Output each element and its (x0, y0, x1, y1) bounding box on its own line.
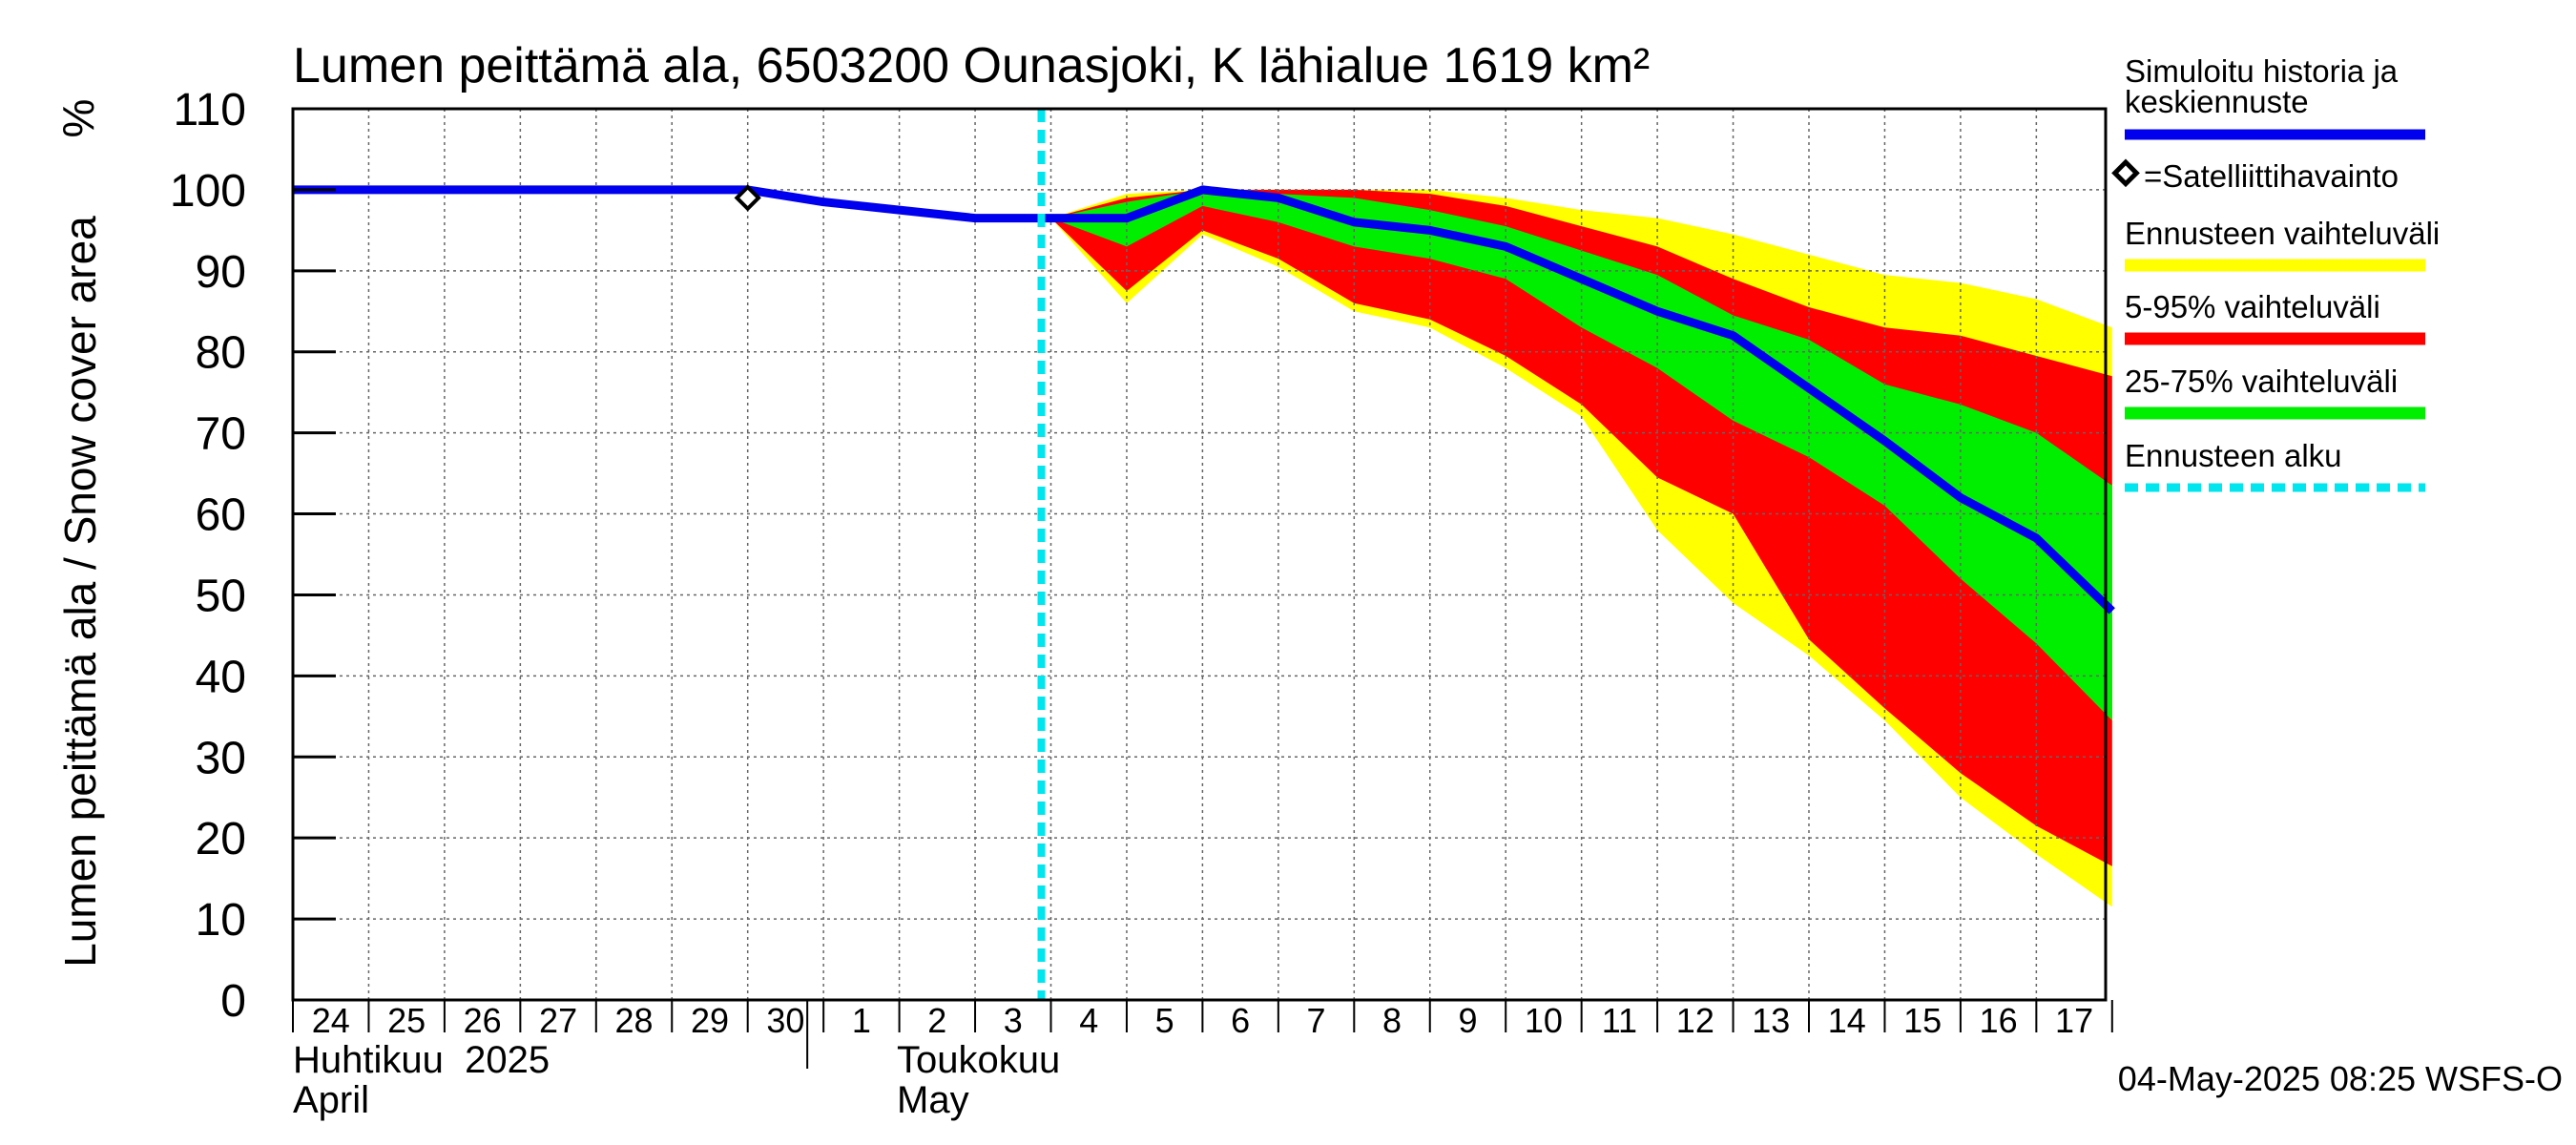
legend-label-forecast-start: Ennusteen alku (2125, 438, 2342, 473)
x-tick-label-25: 25 (387, 1001, 426, 1040)
y-tick-label-60: 60 (196, 490, 246, 541)
axes (291, 107, 2113, 1069)
x-tick-label-10: 10 (1525, 1001, 1563, 1040)
legend-label-p5-95: 5-95% vaihteluväli (2125, 289, 2380, 324)
y-tick-label-40: 40 (196, 652, 246, 702)
x-tick-label-16: 16 (1980, 1001, 2018, 1040)
legend-label-median-line1: Simuloitu historia ja (2125, 53, 2399, 89)
x-tick-label-17: 17 (2055, 1001, 2093, 1040)
x-tick-label-27: 27 (539, 1001, 577, 1040)
x-tick-label-1: 1 (852, 1001, 871, 1040)
x-tick-label-7: 7 (1307, 1001, 1326, 1040)
x-tick-label-14: 14 (1828, 1001, 1866, 1040)
y-tick-label-110: 110 (173, 85, 246, 135)
y-tick-label-100: 100 (170, 166, 246, 217)
plot-frame (291, 107, 2108, 1002)
legend: Simuloitu historia ja keskiennuste =Sate… (2111, 53, 2440, 492)
x-tick-label-3: 3 (1004, 1001, 1023, 1040)
x-tick-label-9: 9 (1458, 1001, 1477, 1040)
median-series (293, 185, 2115, 614)
x-tick-label-2: 2 (927, 1001, 946, 1040)
timestamp: 04-May-2025 08:25 WSFS-O (2118, 1059, 2563, 1098)
y-tick-labels: 0 10 20 30 40 50 60 70 80 90 100 110 (170, 85, 246, 1027)
x-tick-label-28: 28 (615, 1001, 654, 1040)
median-line (293, 185, 2115, 614)
x-tick-label-13: 13 (1752, 1001, 1790, 1040)
month-label-may-fi: Toukokuu (897, 1039, 1060, 1081)
y-tick-label-90: 90 (196, 247, 246, 298)
y-tick-label-10: 10 (196, 895, 246, 946)
y-tick-label-20: 20 (196, 814, 246, 864)
satellite-observations (734, 184, 761, 212)
legend-label-satellite: =Satelliittihavainto (2144, 158, 2399, 194)
x-tick-label-5: 5 (1155, 1001, 1174, 1040)
y-tick-label-70: 70 (196, 409, 246, 460)
y-tick-label-0: 0 (220, 976, 246, 1027)
y-tick-label-80: 80 (196, 328, 246, 379)
x-tick-label-26: 26 (464, 1001, 502, 1040)
legend-swatch-satellite (2111, 158, 2140, 188)
x-tick-label-30: 30 (766, 1001, 804, 1040)
x-tick-label-29: 29 (691, 1001, 729, 1040)
month-label-april-fi: Huhtikuu 2025 (293, 1039, 550, 1081)
y-axis-unit: % (53, 99, 103, 138)
chart-title: Lumen peittämä ala, 6503200 Ounasjoki, K… (293, 38, 1650, 94)
x-tick-label-15: 15 (1903, 1001, 1942, 1040)
x-tick-label-8: 8 (1382, 1001, 1402, 1040)
band-5-95 (1050, 189, 2112, 866)
legend-label-p25-75: 25-75% vaihteluväli (2125, 364, 2398, 399)
y-tick-label-30: 30 (196, 733, 246, 783)
y-tick-label-50: 50 (196, 571, 246, 621)
month-label-may-en: May (897, 1079, 969, 1121)
x-tick-label-24: 24 (312, 1001, 350, 1040)
x-tick-label-12: 12 (1676, 1001, 1714, 1040)
x-tick-label-4: 4 (1079, 1001, 1098, 1040)
x-tick-labels: 24 25 26 27 28 29 30 1 2 3 4 5 6 7 8 9 10 11 12 13 14 15 16 17 (312, 1001, 2093, 1040)
legend-label-median-line2: keskiennuste (2125, 84, 2309, 119)
legend-label-range: Ennusteen vaihteluväli (2125, 216, 2440, 251)
month-label-april-en: April (293, 1079, 369, 1121)
y-axis-label: Lumen peittämä ala / Snow cover area (55, 216, 105, 968)
satellite-point-0 (734, 184, 761, 212)
x-tick-label-11: 11 (1602, 1001, 1637, 1040)
x-tick-label-6: 6 (1231, 1001, 1250, 1040)
